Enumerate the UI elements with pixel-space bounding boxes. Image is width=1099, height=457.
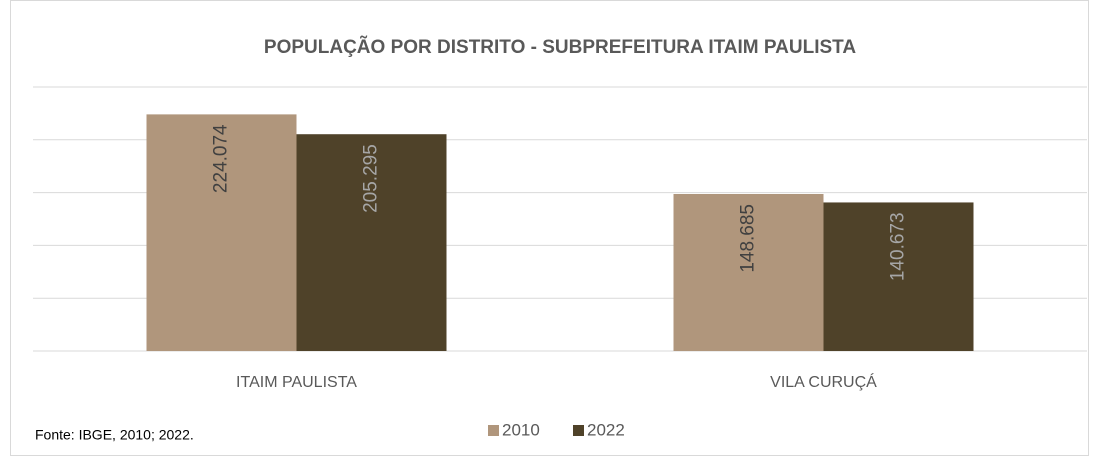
x-tick-label: ITAIM PAULISTA	[236, 374, 357, 391]
chart-title: POPULAÇÃO POR DISTRITO - SUBPREFEITURA I…	[264, 36, 856, 58]
bar	[146, 114, 297, 351]
legend-swatch	[488, 425, 499, 436]
x-tick-label: VILA CURUÇÁ	[770, 372, 877, 391]
bar	[823, 202, 974, 351]
data-label: 205.295	[361, 144, 382, 213]
bar	[673, 193, 824, 351]
data-label: 224.074	[211, 124, 232, 193]
source-note: Fonte: IBGE, 2010; 2022.	[35, 427, 194, 443]
legend-label: 2022	[587, 420, 625, 439]
legend-swatch	[573, 425, 584, 436]
data-label: 148.685	[738, 204, 759, 273]
legend-label: 2010	[502, 420, 540, 439]
bar	[296, 134, 447, 351]
data-label: 140.673	[888, 212, 909, 281]
